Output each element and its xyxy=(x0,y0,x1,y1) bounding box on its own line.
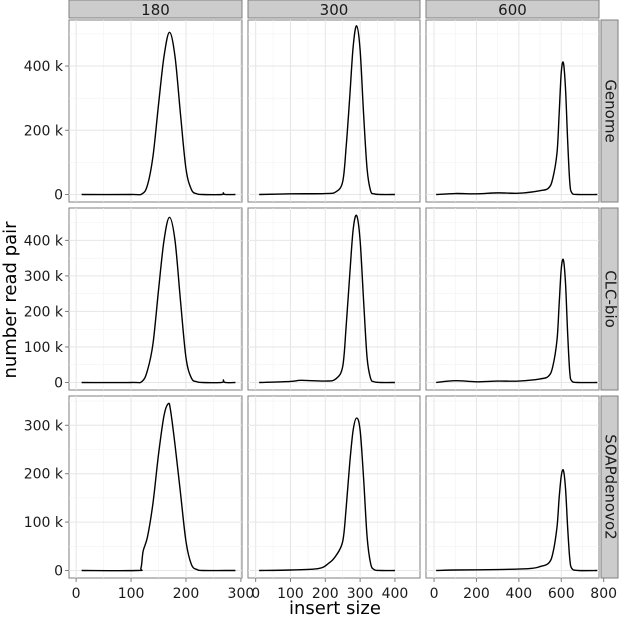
y-tick-label: 0 xyxy=(54,375,63,391)
y-tick-label: 0 xyxy=(54,563,63,579)
y-tick-label: 300 k xyxy=(24,418,64,434)
x-tick-label: 300 xyxy=(228,586,255,602)
column-strip-label: 300 xyxy=(320,1,349,19)
series-line-Genome-600 xyxy=(436,61,598,196)
y-tick-label: 400 k xyxy=(24,59,64,75)
x-tick-label: 300 xyxy=(347,586,374,602)
row-strip xyxy=(600,19,619,203)
axes-layer: 0 200 k 400 k 0 100 k 200 k 300 k 400 k 0 100 k 20… xyxy=(24,59,617,602)
panel-SOAPdenovo2-300 xyxy=(247,395,421,579)
y-tick-label: 300 k xyxy=(24,269,64,285)
panel-Genome-180 xyxy=(68,19,243,203)
x-tick-label: 0 xyxy=(72,586,81,602)
series-line-SOAPdenovo2-180 xyxy=(81,402,236,572)
panels-layer xyxy=(68,19,600,579)
x-tick-label: 200 xyxy=(173,586,200,602)
x-tick-label: 400 xyxy=(382,586,409,602)
panel-Genome-300 xyxy=(247,19,421,203)
panel-background xyxy=(425,19,600,203)
x-tick-label: 200 xyxy=(463,586,490,602)
series-line-Genome-180 xyxy=(81,31,236,196)
x-tick-label: 800 xyxy=(590,586,617,602)
series-line-CLC-bio-180 xyxy=(81,216,236,384)
column-strip-label: 180 xyxy=(141,1,170,19)
panel-CLC-bio-180 xyxy=(68,207,243,391)
panel-background xyxy=(247,395,421,579)
series-line-CLC-bio-300 xyxy=(259,214,395,384)
y-tick-label: 100 k xyxy=(24,515,64,531)
column-strip-label: 600 xyxy=(498,1,527,19)
y-tick-label: 200 k xyxy=(24,123,64,139)
panel-Genome-600 xyxy=(425,19,600,203)
x-tick-label: 200 xyxy=(312,586,339,602)
x-tick-label: 600 xyxy=(548,586,575,602)
column-strip xyxy=(247,0,421,19)
y-tick-label: 100 k xyxy=(24,340,64,356)
row-strip-label: CLC-bio xyxy=(602,270,620,328)
panel-background xyxy=(425,395,600,579)
y-tick-label: 200 k xyxy=(24,467,64,483)
y-axis-title: number read pair xyxy=(0,221,21,379)
y-tick-label: 0 xyxy=(54,187,63,203)
panel-SOAPdenovo2-600 xyxy=(425,395,600,579)
row-strip xyxy=(600,395,619,579)
x-tick-label: 100 xyxy=(277,586,304,602)
y-tick-label: 400 k xyxy=(24,233,64,249)
series-line-CLC-bio-600 xyxy=(436,258,598,384)
panel-background xyxy=(247,207,421,391)
row-strip-label: Genome xyxy=(602,79,620,142)
strips-layer: 180 300 600 Genome CLC-bio SOAPdenovo2 xyxy=(68,0,620,579)
column-strip xyxy=(68,0,243,19)
series-line-SOAPdenovo2-300 xyxy=(259,417,395,572)
x-tick-label: 0 xyxy=(251,586,260,602)
row-strip-label: SOAPdenovo2 xyxy=(602,434,620,539)
panel-CLC-bio-600 xyxy=(425,207,600,391)
x-tick-label: 100 xyxy=(118,586,145,602)
x-tick-label: 0 xyxy=(430,586,439,602)
x-tick-label: 400 xyxy=(505,586,532,602)
panel-CLC-bio-300 xyxy=(247,207,421,391)
panel-background xyxy=(247,19,421,203)
panel-background xyxy=(68,19,243,203)
series-line-SOAPdenovo2-600 xyxy=(436,469,598,572)
panel-background xyxy=(425,207,600,391)
column-strip xyxy=(425,0,600,19)
panel-background xyxy=(68,207,243,391)
series-line-Genome-300 xyxy=(259,25,395,196)
x-axis-title: insert size xyxy=(289,598,381,619)
row-strip xyxy=(600,207,619,391)
y-tick-label: 200 k xyxy=(24,304,64,320)
